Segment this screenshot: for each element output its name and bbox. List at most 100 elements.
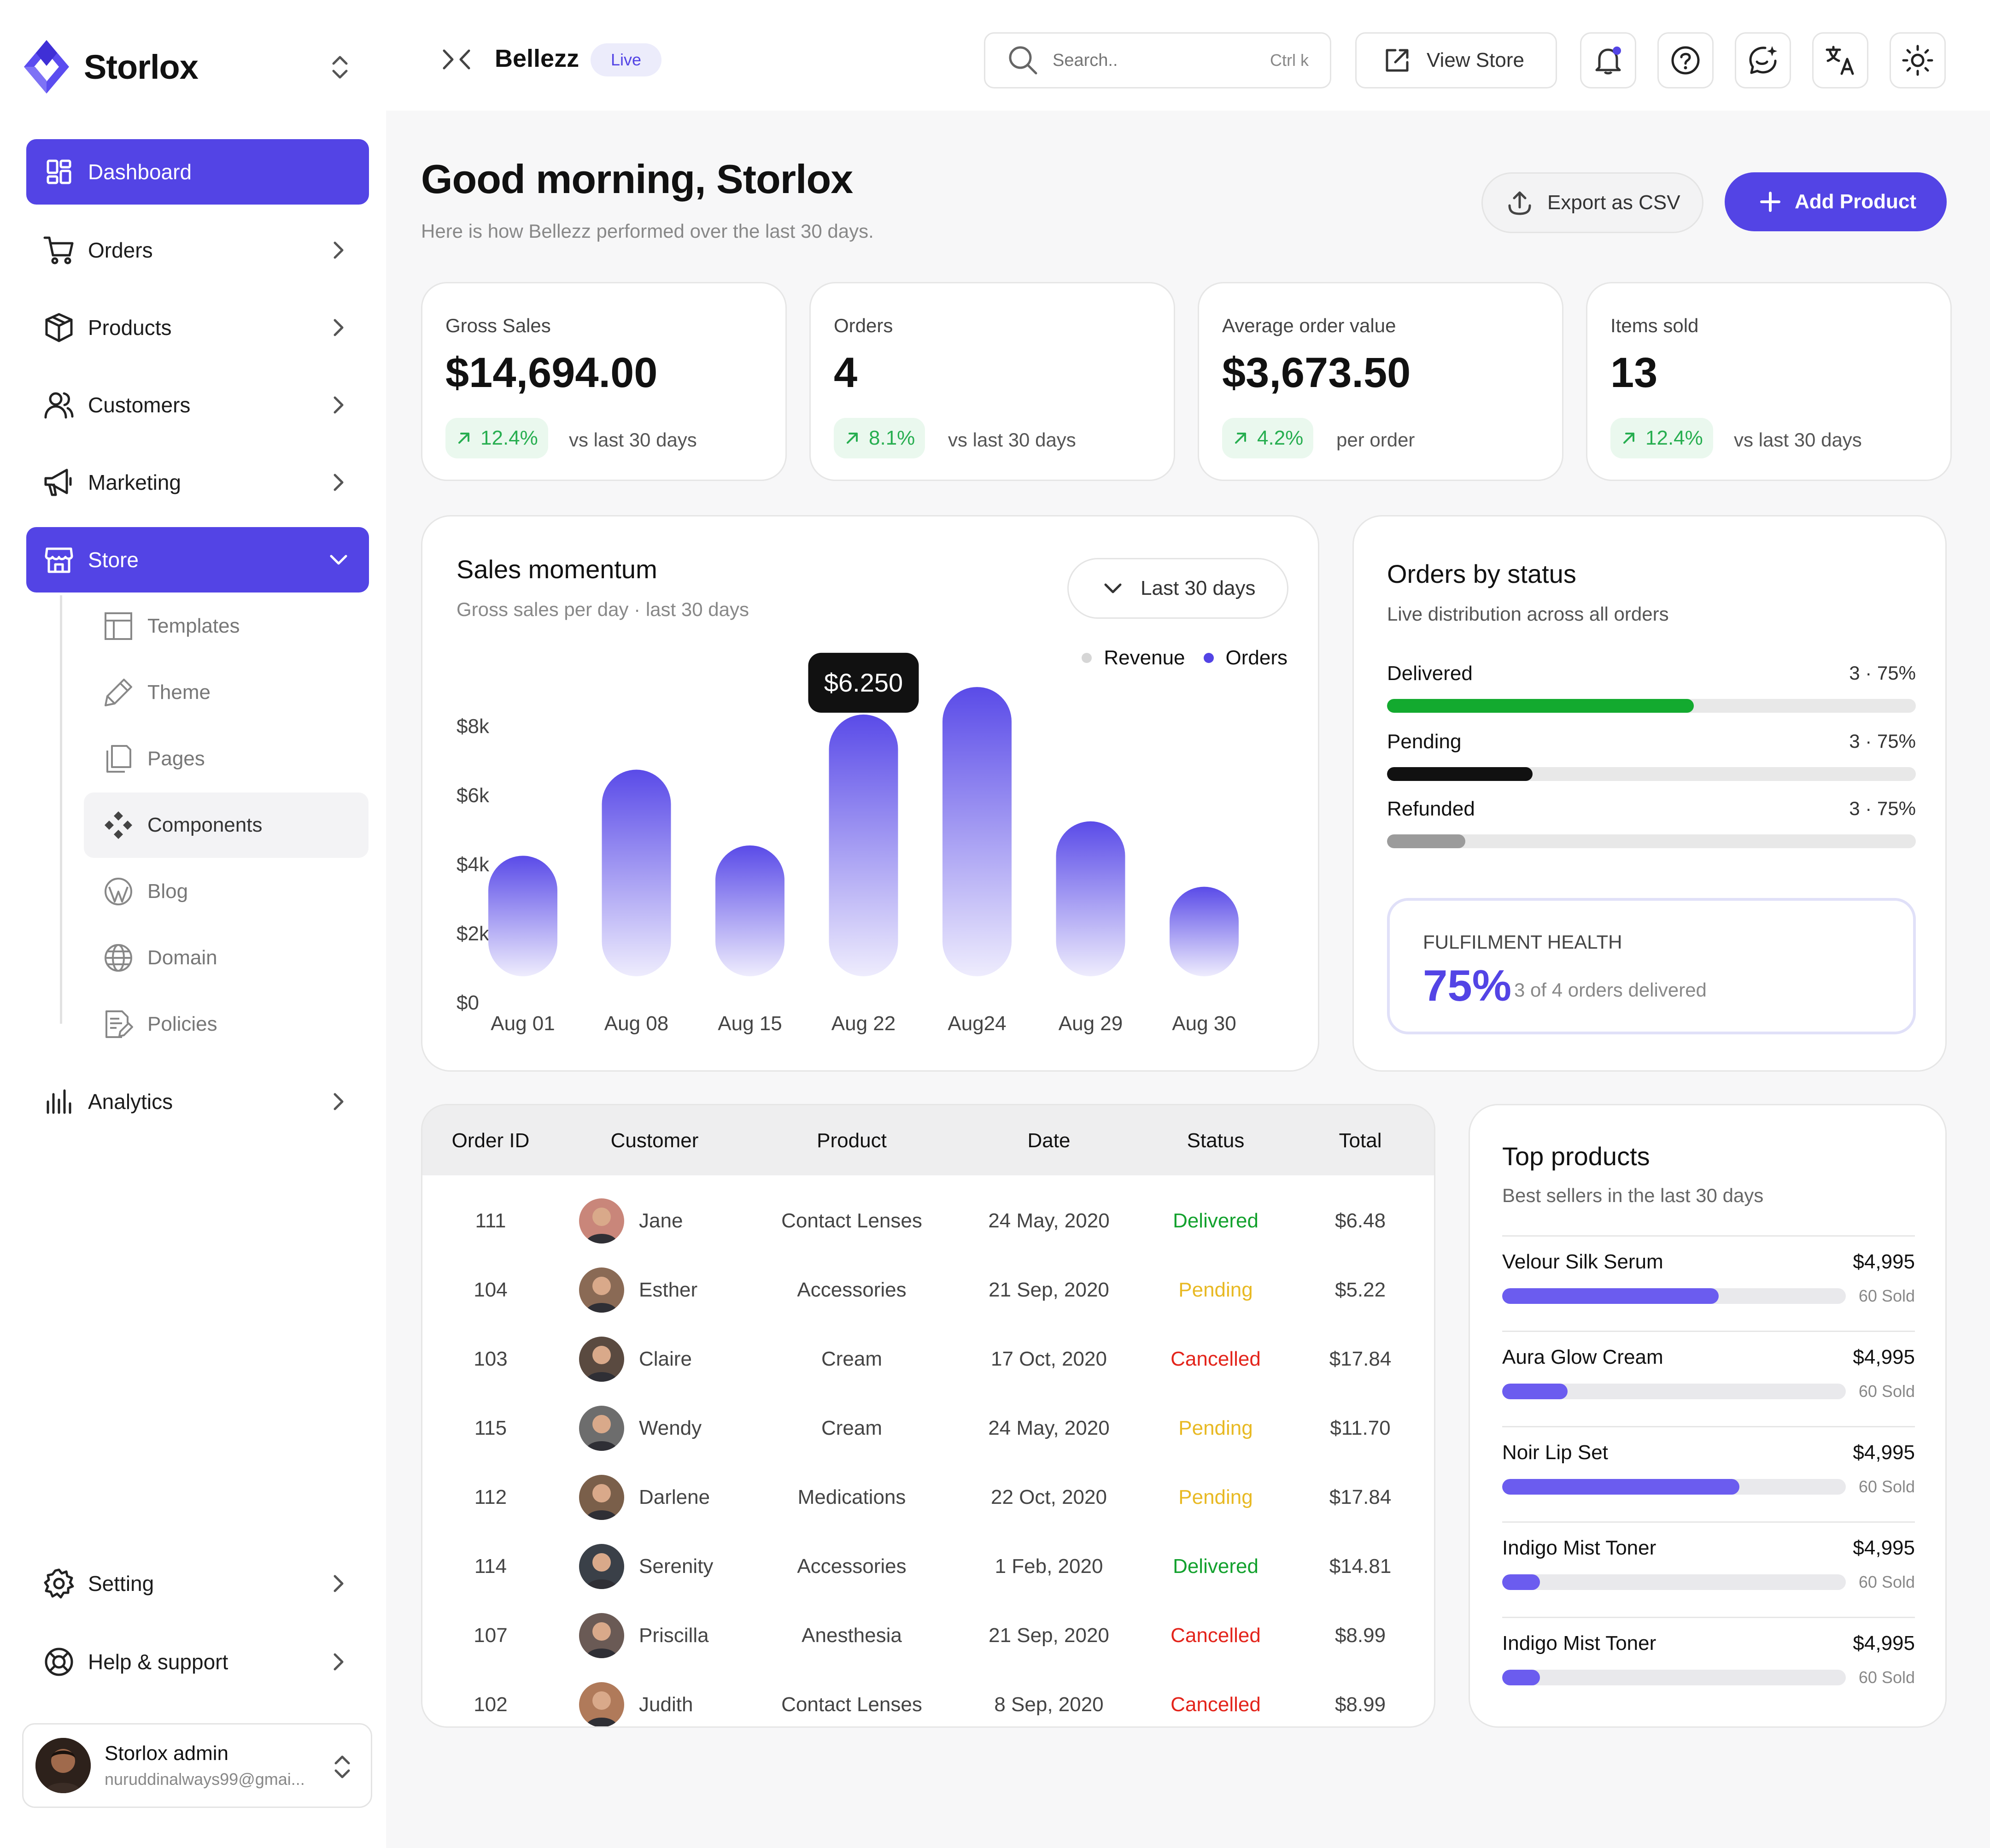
y-tick-label: $0 (457, 991, 479, 1014)
table-row[interactable]: 103 Claire Cream 17 Oct, 2020 Cancelled $17.8… (422, 1325, 1434, 1394)
add-product-button[interactable]: Add Product (1725, 172, 1947, 231)
chevron-right-icon (334, 241, 344, 259)
arrow-up-right-icon (458, 433, 469, 444)
avatar (35, 1738, 91, 1793)
chart-bar[interactable] (1170, 886, 1239, 976)
chevron-down-icon (330, 555, 347, 565)
cell-status: Cancelled (1171, 1348, 1261, 1370)
date-range-dropdown[interactable]: Last 30 days (1067, 558, 1288, 619)
table-row[interactable]: 112 Darlene Medications 22 Oct, 2020 Pending… (422, 1463, 1434, 1532)
sidebar-item-label: Analytics (88, 1090, 173, 1114)
store-sub-domain[interactable]: Domain (84, 925, 369, 991)
top-product-item[interactable]: Velour Silk Serum $4,995 60 Sold (1502, 1235, 1915, 1330)
sidebar-item-help[interactable]: Help & support (26, 1629, 369, 1695)
table-row[interactable]: 115 Wendy Cream 24 May, 2020 Pending $11.70 (422, 1394, 1434, 1463)
store-sub-templates[interactable]: Templates (84, 593, 369, 659)
product-price: $4,995 (1853, 1250, 1915, 1273)
megaphone-icon (43, 466, 75, 499)
cell-total: $14.81 (1329, 1555, 1392, 1578)
status-subtitle: Live distribution across all orders (1387, 603, 1669, 625)
chevron-right-icon (334, 319, 344, 336)
user-account-switcher[interactable]: Storlox admin nuruddinalways99@gmai... (22, 1723, 372, 1808)
sidebar-item-orders[interactable]: Orders (26, 217, 369, 283)
status-progress-track (1387, 699, 1916, 713)
sidebar-item-setting[interactable]: Setting (26, 1551, 369, 1616)
view-store-button[interactable]: View Store (1355, 32, 1557, 88)
help-button[interactable] (1657, 32, 1714, 88)
column-header-total[interactable]: Total (1339, 1129, 1382, 1152)
x-tick-label: Aug 29 (1059, 1012, 1123, 1035)
workspace-switch-icon[interactable] (327, 53, 353, 82)
column-header-status[interactable]: Status (1187, 1129, 1245, 1152)
avatar (579, 1544, 624, 1589)
y-tick-label: $2k (457, 922, 490, 945)
cell-date: 21 Sep, 2020 (989, 1279, 1109, 1301)
table-row[interactable]: 111 Jane Contact Lenses 24 May, 2020 Deliver… (422, 1186, 1434, 1255)
top-products-title: Top products (1502, 1142, 1650, 1171)
chart-bar[interactable] (1056, 821, 1125, 976)
top-product-item[interactable]: Noir Lip Set $4,995 60 Sold (1502, 1426, 1915, 1521)
stat-card-items-sold: Items sold 13 12.4% vs last 30 days (1586, 282, 1952, 481)
notifications-button[interactable] (1580, 32, 1636, 88)
main-content: Bellezz Live Ctrl k View Store Good morn… (386, 0, 1990, 1848)
column-header-order-id[interactable]: Order ID (451, 1129, 530, 1152)
top-product-item[interactable]: Indigo Mist Toner $4,995 60 Sold (1502, 1617, 1915, 1712)
chart-bar[interactable] (715, 845, 784, 976)
store-sub-theme[interactable]: Theme (84, 660, 369, 725)
cell-customer: Jane (639, 1209, 683, 1232)
column-header-product[interactable]: Product (817, 1129, 887, 1152)
column-header-customer[interactable]: Customer (610, 1129, 699, 1152)
top-product-item[interactable]: Aura Glow Cream $4,995 60 Sold (1502, 1331, 1915, 1426)
theme-toggle-button[interactable] (1890, 32, 1946, 88)
sidebar-item-marketing[interactable]: Marketing (26, 450, 369, 515)
sub-item-label: Theme (147, 681, 211, 704)
search-input[interactable] (1053, 50, 1255, 70)
store-sub-pages[interactable]: Pages (84, 726, 369, 792)
sidebar-item-analytics[interactable]: Analytics (26, 1069, 369, 1134)
table-row[interactable]: 104 Esther Accessories 21 Sep, 2020 Pending $… (422, 1255, 1434, 1325)
sidebar-item-products[interactable]: Products (26, 295, 369, 360)
store-sub-blog[interactable]: Blog (84, 859, 369, 924)
stat-title: Items sold (1610, 315, 1699, 336)
collapse-sidebar-icon[interactable] (441, 48, 472, 71)
chart-bar[interactable] (488, 856, 557, 976)
table-row[interactable]: 107 Priscilla Anesthesia 21 Sep, 2020 Cancel… (422, 1601, 1434, 1670)
store-sub-components[interactable]: Components (84, 792, 369, 858)
external-link-icon (1386, 49, 1409, 72)
column-header-date[interactable]: Date (1027, 1129, 1071, 1152)
arrow-up-right-icon (1623, 433, 1634, 444)
table-row[interactable]: 114 Serenity Accessories 1 Feb, 2020 Deliver… (422, 1532, 1434, 1601)
chart-bar[interactable] (829, 714, 898, 976)
top-product-item[interactable]: Indigo Mist Toner $4,995 60 Sold (1502, 1521, 1915, 1616)
stat-value: 13 (1610, 349, 1658, 396)
cell-order-id: 111 (475, 1209, 506, 1232)
chat-ai-button[interactable] (1735, 32, 1791, 88)
top-products-card: Top products Best sellers in the last 30… (1469, 1104, 1947, 1728)
product-sales-track (1502, 1384, 1846, 1399)
cell-total: $17.84 (1329, 1486, 1392, 1508)
cell-status: Delivered (1173, 1555, 1258, 1578)
chart-bar[interactable] (602, 769, 671, 977)
table-row[interactable]: 102 Judith Contact Lenses 8 Sep, 2020 Cancel… (422, 1670, 1434, 1726)
sidebar-item-store[interactable]: Store (26, 527, 369, 593)
store-sub-policies[interactable]: Policies (84, 991, 369, 1057)
pages-icon (102, 743, 135, 775)
sidebar-item-dashboard[interactable]: Dashboard (26, 139, 369, 205)
search-box[interactable]: Ctrl k (984, 32, 1331, 88)
components-icon (102, 809, 135, 841)
cell-product: Cream (821, 1417, 883, 1439)
sidebar-item-label: Store (88, 548, 139, 572)
sub-item-label: Domain (147, 946, 217, 969)
sidebar-item-label: Products (88, 316, 172, 340)
product-sales-fill (1502, 1670, 1540, 1685)
chart-bar[interactable] (942, 687, 1012, 976)
chart-legend: Revenue Orders (1082, 646, 1288, 669)
status-value: 3 · 75% (1849, 662, 1916, 684)
avatar (579, 1267, 624, 1313)
sidebar-item-customers[interactable]: Customers (26, 372, 369, 438)
brand[interactable]: Storlox (21, 37, 353, 97)
language-button[interactable] (1812, 32, 1868, 88)
stat-value: 4 (834, 349, 858, 396)
export-csv-button[interactable]: Export as CSV (1481, 172, 1703, 233)
status-progress-fill (1387, 699, 1694, 713)
